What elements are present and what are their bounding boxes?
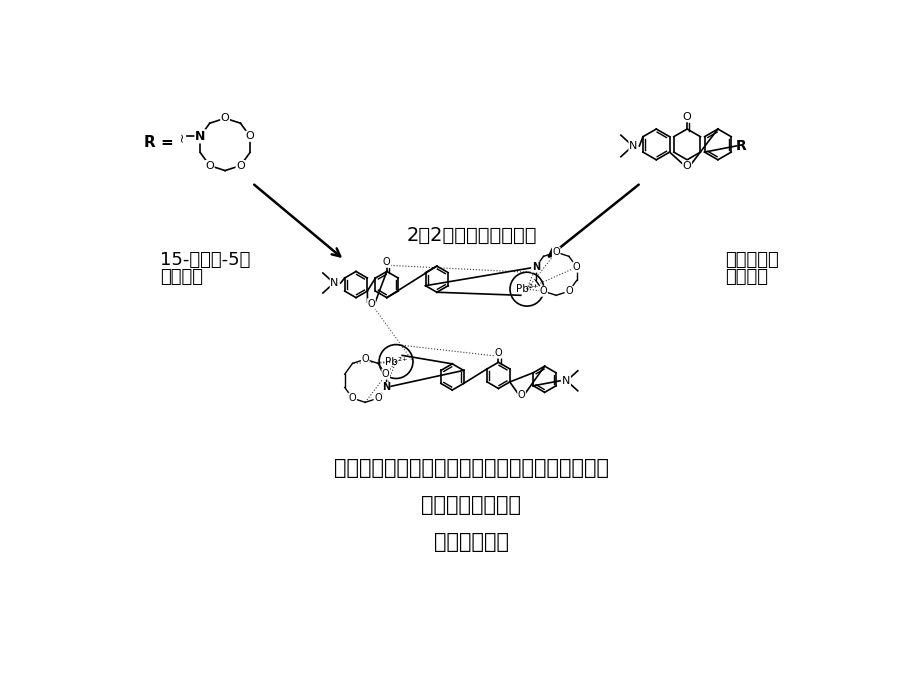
- Text: O: O: [236, 161, 244, 170]
- Text: O: O: [564, 286, 572, 296]
- Text: N: N: [531, 262, 539, 272]
- Text: 15-单氮冠-5醚: 15-单氮冠-5醚: [160, 250, 250, 268]
- Text: O: O: [381, 369, 389, 379]
- Text: O: O: [517, 390, 525, 400]
- Text: R =: R =: [144, 135, 174, 150]
- Text: O: O: [374, 393, 381, 403]
- Text: 稳定性好、荧光量子产率高、激发波长在可见谱内: 稳定性好、荧光量子产率高、激发波长在可见谱内: [334, 457, 608, 477]
- Text: O: O: [382, 257, 391, 267]
- Text: O: O: [245, 131, 254, 141]
- Text: N: N: [562, 376, 570, 386]
- Text: O: O: [221, 113, 229, 124]
- Text: N: N: [381, 382, 390, 393]
- Text: R: R: [735, 139, 745, 153]
- Text: O: O: [539, 286, 547, 296]
- Text: O: O: [551, 247, 560, 257]
- Text: N: N: [195, 130, 205, 143]
- Text: O: O: [368, 299, 375, 309]
- Text: N: N: [330, 278, 338, 288]
- Text: Pb²⁺: Pb²⁺: [384, 357, 407, 366]
- Text: 识别基团: 识别基团: [160, 268, 202, 286]
- Text: O: O: [494, 348, 502, 358]
- Text: 极大地方便了检测: 极大地方便了检测: [421, 495, 521, 515]
- Text: O: O: [205, 161, 214, 170]
- Text: O: O: [682, 161, 691, 171]
- Text: O: O: [573, 262, 580, 272]
- Text: 2：2的比例形成络合物: 2：2的比例形成络合物: [406, 226, 536, 245]
- Text: O: O: [682, 112, 691, 121]
- Text: 酮胺香豆素: 酮胺香豆素: [725, 250, 778, 268]
- Text: ~: ~: [175, 131, 188, 141]
- Text: 选择性不太好: 选择性不太好: [434, 532, 508, 552]
- Text: N: N: [629, 141, 637, 151]
- Text: O: O: [348, 393, 356, 403]
- Text: O: O: [361, 354, 369, 364]
- Text: 发光基团: 发光基团: [725, 268, 767, 286]
- Text: Pb²⁺: Pb²⁺: [516, 284, 538, 294]
